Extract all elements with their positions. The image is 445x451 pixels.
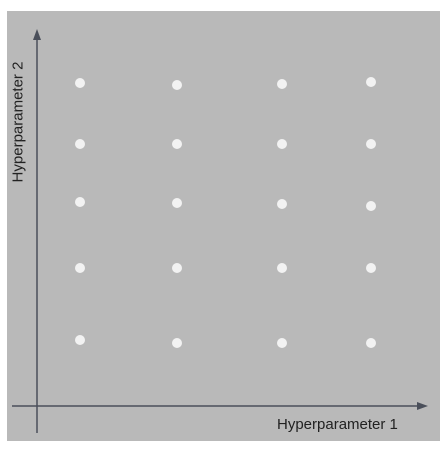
- grid-point: [277, 338, 287, 348]
- grid-point: [366, 77, 376, 87]
- x-axis-arrowhead: [417, 402, 428, 410]
- grid-point: [366, 338, 376, 348]
- grid-point: [172, 263, 182, 273]
- grid-point: [75, 197, 85, 207]
- grid-point: [366, 139, 376, 149]
- grid-points: [75, 77, 376, 348]
- grid-point: [366, 263, 376, 273]
- grid-point: [75, 263, 85, 273]
- grid-point: [172, 80, 182, 90]
- grid-point: [75, 335, 85, 345]
- grid-point: [277, 79, 287, 89]
- grid-point: [277, 139, 287, 149]
- y-axis-arrowhead: [33, 29, 41, 40]
- grid-point: [75, 139, 85, 149]
- x-axis-label: Hyperparameter 1: [277, 416, 398, 433]
- y-axis-label: Hyperparameter 2: [9, 61, 27, 183]
- grid-point: [277, 263, 287, 273]
- grid-point: [366, 201, 376, 211]
- grid-point: [172, 338, 182, 348]
- grid-point: [172, 198, 182, 208]
- grid-point: [75, 78, 85, 88]
- grid-point: [277, 199, 287, 209]
- grid-point: [172, 139, 182, 149]
